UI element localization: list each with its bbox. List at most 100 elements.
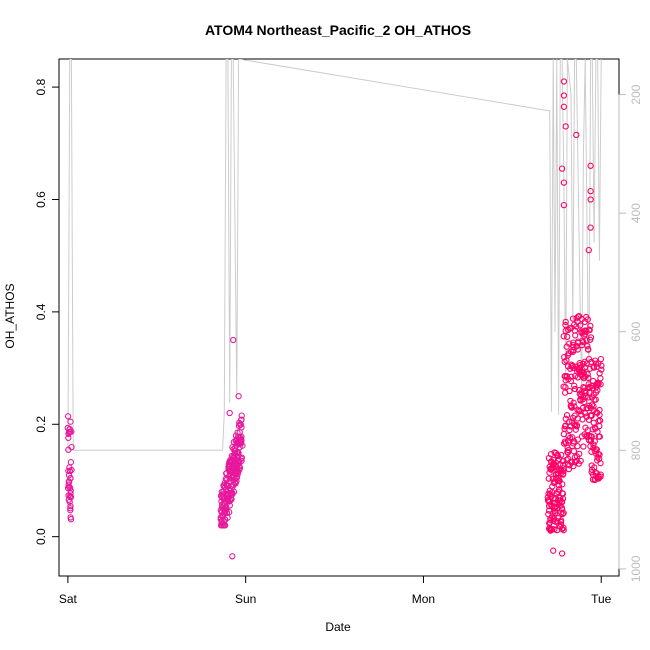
data-point [590,403,597,410]
data-point [567,397,574,405]
y-tick-label: 0.4 [34,303,48,320]
data-point [574,443,581,450]
data-point [562,384,569,391]
data-point [238,433,245,440]
data-point [568,373,575,380]
data-point [572,332,579,339]
data-point [564,449,572,456]
pressure-layer [66,59,602,451]
data-point [587,322,594,330]
data-point [571,403,578,410]
data-point [560,179,568,186]
data-point [587,334,595,341]
data-point [551,526,558,533]
data-point [576,322,584,329]
axes-layer: Sat Sun Mon Tue 0.0 0.2 0.4 0.6 0.8 200 400 600 800 1… [34,78,643,606]
right-tick-label: 200 [629,84,643,104]
data-point [584,316,591,323]
data-point [580,443,587,450]
y-tick-label: 0.2 [34,416,48,433]
data-point [596,406,603,414]
data-point [591,438,598,445]
data-point [68,443,75,451]
data-point [549,489,556,496]
data-point [229,553,236,560]
data-point [579,416,586,423]
chart-title: ATOM4 Northeast_Pacific_2 OH_ATHOS [205,22,471,38]
data-point [587,187,594,195]
data-point [65,472,73,479]
data-point [587,162,594,169]
data-point [238,412,245,419]
y-tick-label: 0.8 [34,78,48,95]
data-point [584,343,591,350]
data-point [584,346,592,353]
data-point [238,436,245,443]
right-tick-label: 400 [629,203,643,223]
data-point [598,366,605,373]
data-point [580,338,587,346]
data-point [560,78,568,85]
pressure-trace-line [66,59,602,451]
data-point [230,488,238,495]
data-point [67,418,74,425]
data-point [598,362,605,369]
data-point [587,196,594,203]
data-point [592,360,600,367]
data-point [573,131,580,139]
data-point [67,487,74,494]
data-point [559,457,567,465]
x-tick-label: Mon [412,592,435,606]
right-tick-label: 800 [629,440,643,460]
data-point [551,510,559,517]
data-point [67,493,75,501]
x-tick-label: Tue [591,592,612,606]
data-point [558,165,566,172]
data-point [565,465,573,473]
data-point [67,502,74,510]
data-point [570,438,578,445]
data-point [571,459,579,466]
data-point [238,416,245,423]
data-point [562,123,569,130]
data-point [597,355,605,363]
data-point [545,475,552,482]
data-point [560,201,568,209]
data-point [558,525,566,533]
data-point [238,424,245,431]
data-point [580,370,588,377]
data-point [235,393,242,400]
data-point [239,442,246,449]
data-point [574,346,581,353]
data-point [584,371,591,378]
data-point [224,514,231,521]
data-point [567,377,575,385]
data-point [544,496,552,504]
data-point [67,516,75,523]
data-point [592,396,599,403]
data-point [560,468,567,475]
data-point [560,524,567,532]
data-point [586,326,593,334]
data-point [571,382,578,389]
data-point [562,318,569,326]
data-point [226,502,233,509]
data-point [559,481,566,488]
data-point [67,507,74,514]
data-point [560,527,567,534]
data-point [562,321,569,329]
data-point [585,381,592,388]
data-point [550,547,557,554]
data-point [560,333,567,340]
data-point [236,464,244,471]
data-point [596,451,603,458]
data-point [233,477,240,485]
data-point [596,417,604,424]
data-point [226,409,233,417]
x-tick-label: Sat [59,592,78,606]
right-tick-label: 1000 [629,555,643,582]
data-point [232,453,239,461]
data-point [570,462,577,470]
data-point [593,450,600,457]
